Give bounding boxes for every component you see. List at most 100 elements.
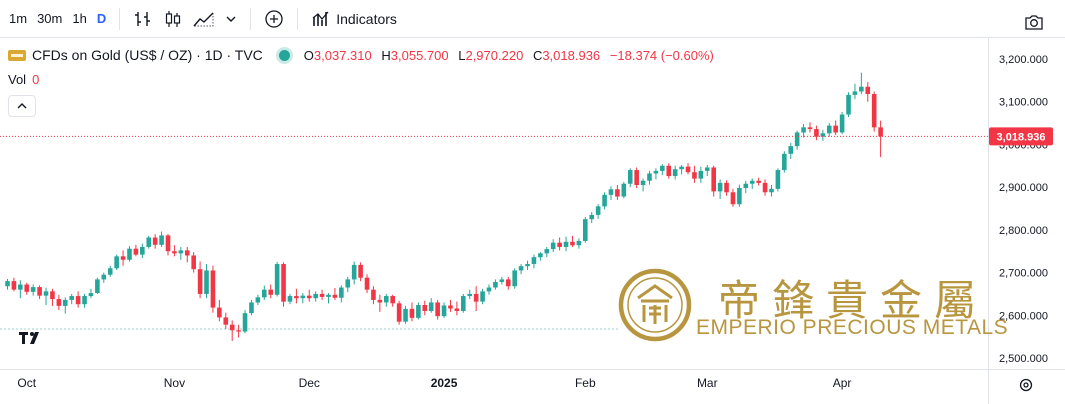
- interval-d-button[interactable]: D: [96, 11, 107, 26]
- chevron-up-icon: [17, 103, 27, 109]
- candle: [146, 237, 152, 247]
- candle: [30, 287, 36, 292]
- y-tick-label: 2,800.000: [999, 225, 1048, 237]
- candle: [627, 170, 633, 184]
- chart-type-chevron-down-icon[interactable]: [220, 5, 242, 33]
- candle: [762, 182, 768, 193]
- candle: [602, 194, 607, 207]
- open-value: 3,037.310: [313, 47, 372, 63]
- vol-value: 0: [32, 72, 40, 87]
- candle: [724, 182, 729, 193]
- candle: [287, 296, 293, 302]
- candle: [191, 255, 196, 270]
- candle: [839, 114, 845, 133]
- camera-icon[interactable]: [1019, 8, 1049, 36]
- indicators-icon: [312, 11, 329, 26]
- candle: [306, 295, 312, 299]
- collapse-legend-button[interactable]: [8, 95, 36, 117]
- candle: [82, 296, 87, 305]
- candle: [538, 253, 543, 258]
- candle: [88, 293, 94, 297]
- candle: [242, 313, 248, 332]
- gear-icon[interactable]: [1018, 377, 1034, 398]
- indicators-button[interactable]: Indicators: [306, 5, 402, 33]
- emperio-watermark: 帝鋒貴金屬 EMPERIO PRECIOUS METALS: [618, 265, 1008, 345]
- interval-1h-button[interactable]: 1h: [72, 11, 87, 26]
- candle: [294, 296, 299, 299]
- interval-1m-button[interactable]: 1m: [9, 11, 28, 26]
- candle: [820, 133, 826, 137]
- candle: [448, 305, 453, 309]
- gold-flag-icon: [8, 49, 26, 61]
- vol-label: Vol: [8, 72, 27, 87]
- candle: [595, 206, 601, 215]
- candle: [5, 281, 10, 287]
- candle: [281, 264, 286, 302]
- candle: [647, 173, 652, 181]
- candle: [249, 302, 254, 314]
- candle: [56, 299, 62, 306]
- candlestick-chart[interactable]: 3,200.0003,100.0003,000.0002,900.0002,80…: [0, 38, 1065, 404]
- symbol-title: CFDs on Gold (US$ / OZ) · 1D · TVC: [32, 47, 263, 63]
- candle: [717, 182, 723, 192]
- candle: [775, 170, 781, 189]
- candle: [172, 251, 177, 254]
- candle: [428, 302, 434, 312]
- candle: [358, 264, 363, 278]
- x-tick-label: Nov: [164, 376, 185, 390]
- high-key: H: [381, 47, 391, 63]
- candle: [107, 268, 113, 275]
- bar-chart-icon[interactable]: [128, 5, 158, 33]
- x-tick-label: Apr: [833, 376, 852, 390]
- candle: [390, 296, 395, 304]
- watermark-english: EMPERIO PRECIOUS METALS: [696, 316, 1009, 339]
- symbol-legend: CFDs on Gold (US$ / OZ) · 1D · TVC O3,03…: [8, 47, 720, 63]
- candle: [653, 170, 659, 174]
- candle: [435, 302, 440, 317]
- interval-30m-button[interactable]: 30m: [37, 11, 63, 26]
- add-compare-icon[interactable]: [259, 5, 289, 33]
- candle: [512, 270, 517, 287]
- last-price-tag: [989, 127, 1053, 146]
- toolbar-divider: [297, 7, 299, 30]
- candle: [422, 305, 428, 312]
- candle: [518, 266, 524, 271]
- y-tick-label: 2,500.000: [999, 353, 1048, 365]
- candle: [159, 235, 164, 245]
- candle: [486, 287, 492, 292]
- area-chart-icon[interactable]: [188, 5, 220, 33]
- candle: [364, 277, 370, 290]
- candle: [621, 183, 627, 197]
- candle: [441, 305, 447, 317]
- candle: [300, 295, 306, 299]
- candle: [62, 299, 68, 306]
- candle: [43, 291, 49, 296]
- candle: [859, 86, 864, 92]
- tradingview-logo[interactable]: [18, 330, 44, 351]
- y-tick-label: 2,600.000: [999, 310, 1048, 322]
- candles-chart-icon[interactable]: [158, 5, 188, 33]
- candle: [326, 294, 331, 297]
- candle: [737, 187, 742, 205]
- candle: [679, 166, 684, 170]
- candle: [165, 235, 171, 252]
- candle: [608, 189, 614, 195]
- candle: [184, 250, 190, 256]
- candle: [570, 241, 575, 246]
- high-value: 3,055.700: [390, 47, 449, 63]
- candle: [615, 189, 620, 197]
- candle: [120, 256, 126, 260]
- candle: [749, 180, 755, 184]
- toolbar-divider: [250, 7, 252, 30]
- candle: [114, 256, 119, 269]
- candle: [127, 248, 132, 260]
- close-value: 3,018.936: [542, 47, 601, 63]
- candle: [550, 242, 556, 250]
- candle: [223, 317, 229, 325]
- candle: [878, 127, 883, 137]
- x-tick-label: Feb: [575, 376, 596, 390]
- open-key: O: [303, 47, 314, 63]
- candle: [692, 172, 697, 179]
- candle: [217, 307, 222, 318]
- candle: [698, 170, 704, 179]
